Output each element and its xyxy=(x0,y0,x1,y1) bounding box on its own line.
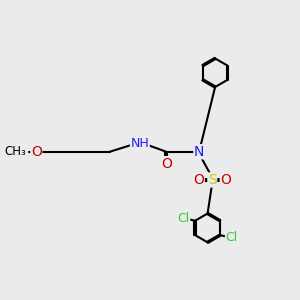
Text: O: O xyxy=(31,145,42,159)
Text: Cl: Cl xyxy=(177,212,190,225)
Text: CH₃: CH₃ xyxy=(4,145,26,158)
Text: NH: NH xyxy=(130,137,149,150)
Text: O: O xyxy=(161,157,172,171)
Text: O: O xyxy=(194,173,204,187)
Text: Cl: Cl xyxy=(226,231,238,244)
Text: O: O xyxy=(220,173,231,187)
Text: S: S xyxy=(208,173,217,187)
Text: N: N xyxy=(194,145,204,159)
